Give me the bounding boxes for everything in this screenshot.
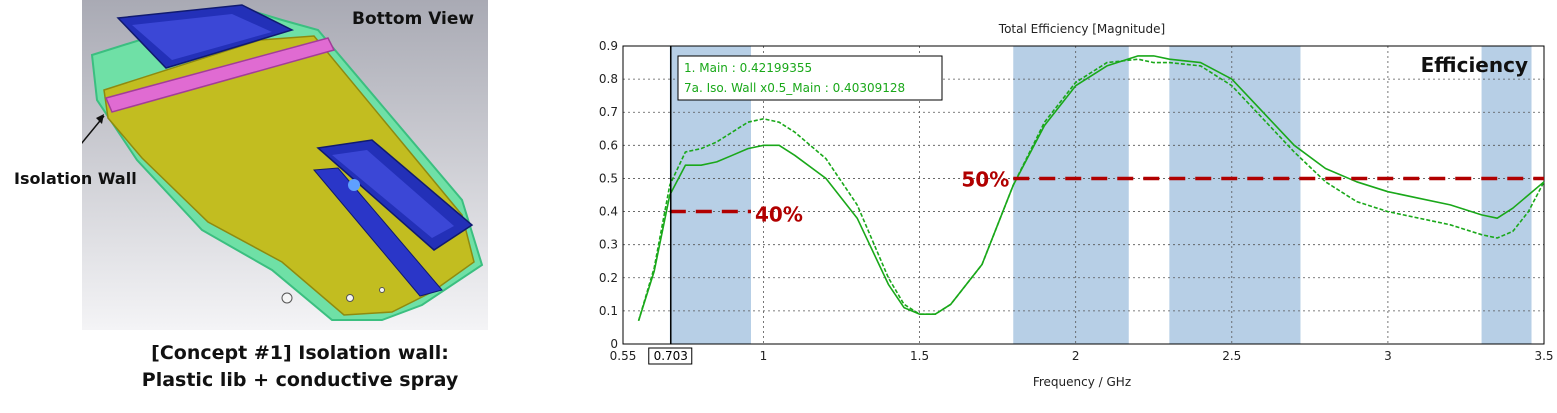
frequency-band-1 (1013, 46, 1129, 344)
series-line-1 (637, 55, 1545, 322)
marker-readout-box (648, 347, 693, 365)
efficiency-chart: Total Efficiency [Magnitude] 00.10.20.30… (599, 22, 1554, 389)
threshold-label: 40% (755, 203, 803, 227)
efficiency-corner-label: Efficiency (1421, 53, 1528, 77)
plot-area-frame (622, 45, 1545, 345)
marker-readout-value: 0.703 (654, 349, 688, 363)
y-tick-label: 0.3 (599, 238, 618, 252)
y-tick-label: 0.7 (599, 105, 618, 119)
legend-box (677, 55, 943, 101)
y-tick-label: 0.4 (599, 205, 618, 219)
legend-entry-2: 7a. Iso. Wall x0.5_Main : 0.40309128 (684, 81, 905, 95)
series-line-2 (637, 58, 1545, 322)
x-tick-label: 2.5 (1222, 349, 1241, 363)
y-tick-label: 0.8 (599, 72, 618, 86)
x-tick-label: 2 (1072, 349, 1080, 363)
y-tick-label: 0.1 (599, 304, 618, 318)
x-tick-label: 0.55 (610, 349, 637, 363)
legend-entry-1: 1. Main : 0.42199355 (684, 61, 812, 75)
caption-line-2: Plastic lib + conductive spray (141, 369, 459, 391)
x-tick-label: 1 (760, 349, 768, 363)
legend: 1. Main : 0.42199355 7a. Iso. Wall x0.5_… (677, 55, 943, 101)
y-tick-label: 0.5 (599, 171, 618, 185)
frequency-band-2 (1169, 46, 1301, 344)
frequency-band-3 (1481, 46, 1532, 344)
x-tick-label: 3 (1384, 349, 1392, 363)
frequency-bands (669, 46, 1532, 344)
x-axis-label: Frequency / GHz (1033, 375, 1131, 389)
figure-caption: [Concept #1] Isolation wall: Plastic lib… (60, 340, 540, 394)
grid-lines (623, 46, 1544, 344)
caption-line-1: [Concept #1] Isolation wall: (151, 342, 449, 364)
y-tick-label: 0.2 (599, 271, 618, 285)
marker-readout[interactable]: 0.703 (648, 347, 693, 365)
y-axis-ticks: 0 0.1 0.2 0.3 0.4 0.5 0.6 0.7 0.8 0.9 (599, 39, 618, 351)
chart-title: Total Efficiency [Magnitude] (998, 22, 1165, 36)
series-lines (637, 55, 1545, 322)
y-tick-label: 0 (610, 337, 618, 351)
threshold-label: 50% (961, 167, 1009, 191)
threshold-lines: 40% 50% (669, 167, 1544, 227)
y-tick-label: 0.6 (599, 138, 618, 152)
x-tick-label: 1.5 (910, 349, 929, 363)
left-panel: Bottom View Isolation Wall [Concept #1] … (0, 0, 510, 413)
x-axis-ticks: 0.55 1 1.5 2 2.5 3 3.5 (610, 349, 1554, 363)
x-tick-label: 3.5 (1534, 349, 1553, 363)
y-tick-label: 0.9 (599, 39, 618, 53)
pcb-model-render (82, 0, 488, 330)
view-label: Bottom View (352, 9, 475, 29)
callout-label: Isolation Wall (14, 169, 137, 188)
